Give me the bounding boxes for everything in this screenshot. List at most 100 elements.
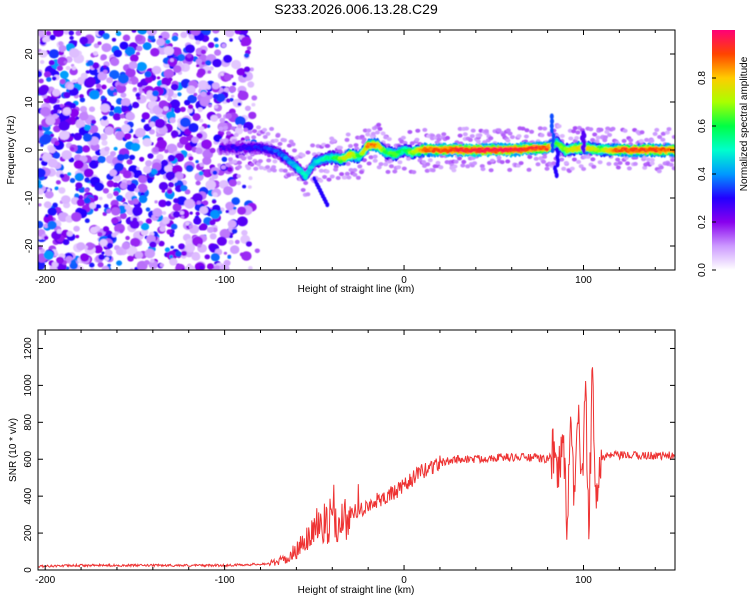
noise-speckle xyxy=(125,235,130,241)
noise-speckle xyxy=(97,232,103,237)
noise-speckle xyxy=(101,84,107,90)
noise-speckle xyxy=(103,203,109,209)
noise-speckle xyxy=(58,120,70,131)
noise-speckle xyxy=(111,217,119,224)
ridge-halo xyxy=(632,161,638,166)
x-tick-label: -200 xyxy=(35,575,55,586)
noise-speckle xyxy=(38,260,46,270)
noise-speckle xyxy=(152,208,163,217)
noise-speckle xyxy=(137,30,148,35)
y-tick-label: 1200 xyxy=(23,337,34,360)
ridge-halo xyxy=(460,163,466,168)
ridge-halo xyxy=(352,172,358,177)
noise-speckle xyxy=(200,91,207,97)
noise-speckle xyxy=(63,60,67,64)
noise-speckle xyxy=(132,101,140,109)
noise-speckle xyxy=(225,98,231,103)
ridge-halo xyxy=(352,168,358,173)
noise-speckle xyxy=(207,42,215,49)
noise-speckle xyxy=(50,133,54,138)
noise-speckle xyxy=(180,215,185,219)
ridge-halo xyxy=(225,162,231,167)
ridge-halo xyxy=(621,138,627,143)
noise-speckle xyxy=(106,208,112,214)
noise-speckle xyxy=(201,61,206,65)
noise-speckle xyxy=(184,44,195,54)
ridge-halo xyxy=(262,127,268,132)
ridge-halo xyxy=(464,126,469,131)
noise-speckle xyxy=(149,121,156,128)
noise-speckle xyxy=(44,190,54,199)
noise-speckle xyxy=(213,104,219,109)
noise-speckle xyxy=(110,57,120,67)
ridge-halo xyxy=(590,157,596,162)
noise-speckle xyxy=(101,43,112,53)
noise-speckle xyxy=(199,265,204,270)
ridge-halo xyxy=(638,139,644,143)
ridge-halo xyxy=(670,158,675,162)
noise-speckle xyxy=(126,182,137,192)
noise-speckle xyxy=(156,76,161,80)
noise-speckle xyxy=(113,146,118,151)
y-tick-label: 200 xyxy=(23,524,34,541)
noise-speckle xyxy=(90,267,95,270)
ridge-halo xyxy=(569,166,575,171)
noise-speckle xyxy=(120,182,128,190)
noise-speckle xyxy=(73,132,82,141)
ridge-halo xyxy=(527,155,533,159)
colorbar: 0.0 0.2 0.4 0.6 0.8 Normalized spectral ampl… xyxy=(697,30,750,277)
noise-speckle xyxy=(59,78,66,85)
noise-speckle xyxy=(232,98,243,108)
ridge-halo xyxy=(520,126,526,131)
noise-speckle xyxy=(229,38,233,42)
noise-speckle xyxy=(97,41,102,46)
noise-speckle xyxy=(75,119,86,129)
noise-speckle xyxy=(165,171,176,180)
noise-speckle xyxy=(214,49,222,56)
x-tick-label: 100 xyxy=(575,275,592,286)
ridge-halo xyxy=(348,144,353,148)
noise-speckle xyxy=(120,92,127,98)
noise-speckle xyxy=(191,252,201,261)
noise-speckle xyxy=(248,111,257,120)
noise-speckle xyxy=(111,37,117,42)
noise-speckle xyxy=(168,182,175,188)
noise-speckle xyxy=(55,180,61,185)
ridge-halo xyxy=(275,133,281,138)
noise-speckle xyxy=(38,30,45,37)
snr-y-label: SNR (10 * v/v) xyxy=(8,418,19,482)
noise-speckle xyxy=(195,180,201,186)
y-tick-label: -10 xyxy=(24,190,35,205)
ridge-halo xyxy=(602,138,608,143)
ridge-halo xyxy=(223,138,229,143)
ridge-spike xyxy=(554,172,559,179)
ridge-halo xyxy=(576,159,582,164)
ridge-halo xyxy=(617,161,623,165)
noise-speckle xyxy=(199,162,205,167)
x-tick-label: 0 xyxy=(401,575,407,586)
noise-speckle xyxy=(113,92,117,96)
noise-speckle xyxy=(230,94,235,98)
noise-speckle xyxy=(236,68,246,76)
noise-speckle xyxy=(59,130,70,140)
noise-speckle xyxy=(128,81,132,84)
y-tick-label: 0 xyxy=(24,147,35,153)
noise-speckle xyxy=(196,64,200,68)
noise-speckle xyxy=(40,106,51,117)
noise-speckle xyxy=(52,88,61,97)
colorbar-tick-label: 0.8 xyxy=(697,71,708,85)
ridge-halo xyxy=(509,135,515,140)
noise-speckle xyxy=(205,60,212,66)
ridge-halo xyxy=(273,138,279,143)
noise-speckle xyxy=(188,224,193,229)
noise-speckle xyxy=(168,194,174,200)
noise-speckle xyxy=(184,99,191,106)
noise-speckle xyxy=(38,50,48,58)
noise-speckle xyxy=(52,202,58,208)
noise-speckle xyxy=(70,146,75,151)
noise-speckle xyxy=(48,146,56,154)
ridge-halo xyxy=(326,177,332,182)
noise-speckle xyxy=(45,214,49,218)
ridge-halo xyxy=(249,162,255,167)
ridge-halo xyxy=(366,161,372,166)
